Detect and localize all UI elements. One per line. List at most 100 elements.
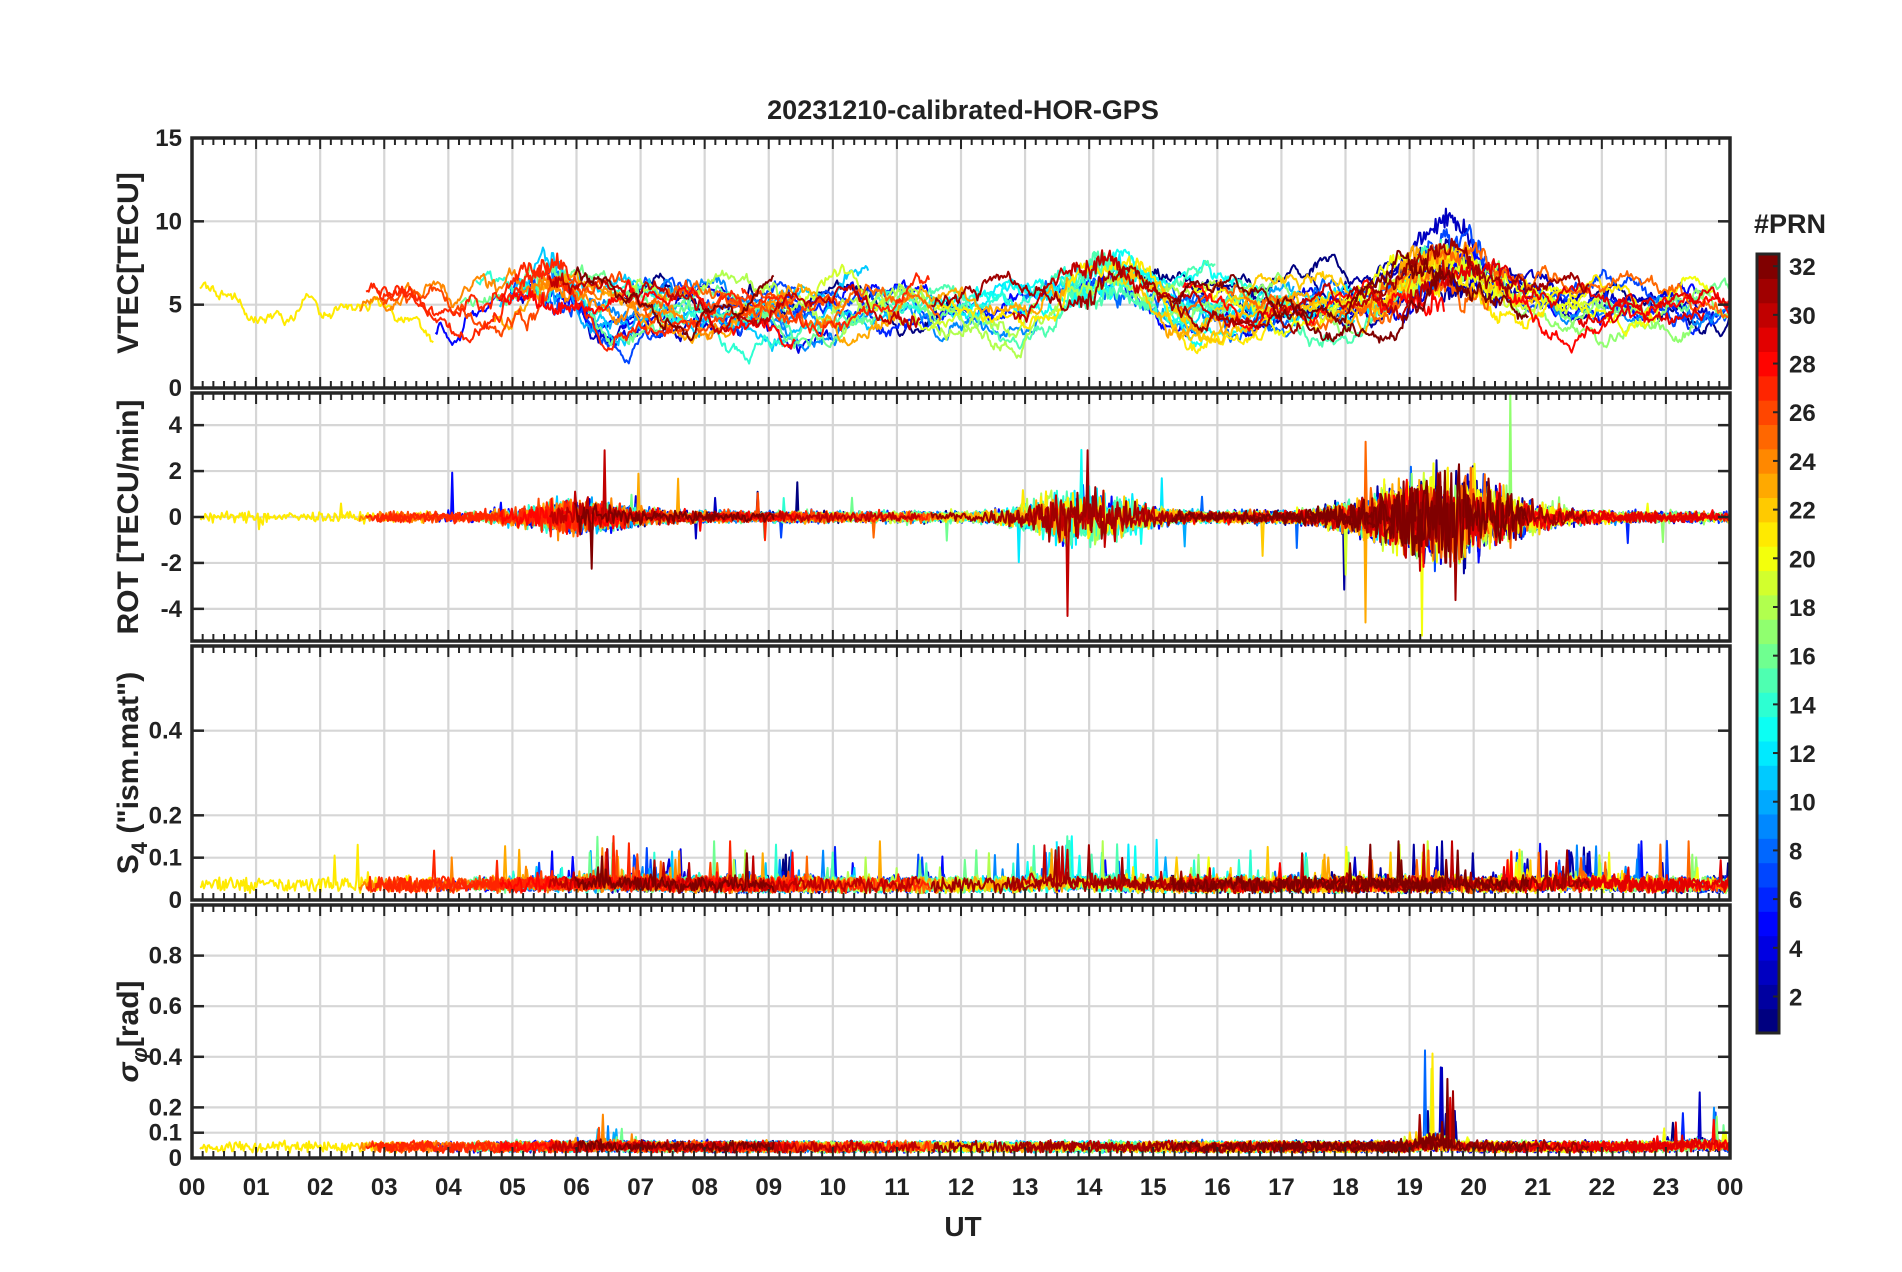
y-tick-label: 5 <box>169 292 182 319</box>
x-tick-label: 18 <box>1332 1174 1359 1201</box>
series-prn-27 <box>365 1139 749 1154</box>
series-lines <box>199 393 1730 637</box>
y-tick-label: -2 <box>161 550 182 577</box>
colorbar-segment <box>1757 813 1779 839</box>
colorbar-tick-label: 30 <box>1789 303 1816 330</box>
series-prn-31 <box>931 1139 1302 1154</box>
panel-frame <box>190 644 1732 902</box>
series-prn-26 <box>677 279 841 325</box>
series-prn-32 <box>1170 1077 1529 1154</box>
colorbar-segment <box>1757 959 1779 985</box>
colorbar-segment <box>1757 692 1779 718</box>
colorbar-segment <box>1757 521 1779 547</box>
y-tick-label: 0.4 <box>149 1044 183 1071</box>
series-prn-32 <box>1275 840 1446 894</box>
colorbar-segment <box>1757 473 1779 499</box>
x-tick-label: 00 <box>1717 1174 1744 1201</box>
panel-s4: 0 0.1 0.2 0.4S4 ("ism.mat") <box>112 644 1732 914</box>
series-prn-21 <box>936 255 1284 355</box>
colorbar-tick-label: 12 <box>1789 741 1816 768</box>
series-prn-25 <box>1356 241 1730 319</box>
x-tick-label: 13 <box>1012 1174 1039 1201</box>
x-tick-label: 06 <box>563 1174 590 1201</box>
series-prn-31 <box>930 265 1302 335</box>
series-prn-16 <box>589 284 980 349</box>
series-prn-28 <box>499 279 796 350</box>
colorbar-tick-label: 28 <box>1789 352 1816 379</box>
colorbar-segment <box>1757 1008 1779 1034</box>
y-tick-label: 0.4 <box>149 718 183 745</box>
x-tick-label: 16 <box>1204 1174 1231 1201</box>
x-tick-label: 03 <box>371 1174 398 1201</box>
y-tick-label: 0.2 <box>149 802 182 829</box>
x-axis: 00 01 02 03 04 05 06 07 08 09 10 11 12 13 14 15 16 17 18 19… <box>179 1174 1744 1201</box>
series-prn-32 <box>1276 1120 1446 1154</box>
colorbar-segment <box>1757 448 1779 474</box>
colorbar-segment <box>1757 424 1779 450</box>
series-prn-29 <box>1577 1121 1730 1154</box>
y-tick-label: 10 <box>155 208 182 235</box>
series-prn-27 <box>741 272 931 337</box>
colorbar-segment <box>1757 886 1779 912</box>
y-axis-label-sigma: σφ[rad] <box>112 980 152 1082</box>
colorbar-segment <box>1757 351 1779 377</box>
series-prn-28 <box>1494 279 1730 354</box>
chart-title: 20231210-calibrated-HOR-GPS <box>767 95 1159 125</box>
colorbar-segment <box>1757 546 1779 572</box>
x-tick-label: 05 <box>499 1174 526 1201</box>
x-tick-label: 23 <box>1653 1174 1680 1201</box>
y-tick-label: 0 <box>169 375 182 402</box>
panel-sigma: 00.10.2 0.4 0.6 0.8 σφ[rad] <box>112 903 1732 1172</box>
colorbar-tick-label: 18 <box>1789 595 1816 622</box>
series-prn-32 <box>1171 249 1529 325</box>
colorbar-frame <box>1755 252 1781 1035</box>
colorbar-segment <box>1757 716 1779 742</box>
series-prn-31 <box>930 449 1302 543</box>
colorbar-segment <box>1757 740 1779 766</box>
colorbar-segment <box>1757 838 1779 864</box>
y-tick-label: 0 <box>169 1145 182 1172</box>
series-prn-32 <box>574 1138 775 1154</box>
colorbar-segment <box>1757 765 1779 791</box>
colorbar-label: #PRN <box>1754 209 1826 239</box>
colorbar-segment <box>1757 278 1779 304</box>
series-prn-29 <box>1577 286 1730 328</box>
series-prn-32 <box>1170 849 1530 895</box>
colorbar-segment <box>1757 789 1779 815</box>
y-tick-label: 4 <box>169 412 183 439</box>
series-prn-31 <box>1345 237 1590 300</box>
series-lines <box>199 835 1730 895</box>
colorbar-segment <box>1757 984 1779 1010</box>
x-tick-label: 09 <box>755 1174 782 1201</box>
x-tick-label: 22 <box>1588 1174 1615 1201</box>
x-tick-label: 20 <box>1460 1174 1487 1201</box>
x-tick-label: 21 <box>1524 1174 1551 1201</box>
colorbar-tick-label: 14 <box>1789 692 1816 719</box>
series-prn-27 <box>365 265 749 352</box>
panel-vtec: 0 5 10 15 VTEC[TECU] <box>112 125 1732 402</box>
y-tick-label: 0.6 <box>149 993 182 1020</box>
colorbar-segment <box>1757 375 1779 401</box>
colorbar-tick-label: 32 <box>1789 254 1816 281</box>
x-tick-label: 01 <box>243 1174 270 1201</box>
series-prn-15 <box>1093 238 1443 348</box>
x-tick-label: 14 <box>1076 1174 1103 1201</box>
y-tick-label: -4 <box>161 596 183 623</box>
series-prn-19 <box>798 263 963 332</box>
series-prn-28 <box>1182 278 1445 332</box>
series-prn-15 <box>1050 259 1216 310</box>
colorbar-tick-label: 10 <box>1789 790 1816 817</box>
colorbar-segment <box>1757 302 1779 328</box>
colorbar-segment <box>1757 619 1779 645</box>
x-tick-label: 04 <box>435 1174 462 1201</box>
colorbar-tick-label: 6 <box>1789 887 1802 914</box>
colorbar-tick-label: 20 <box>1789 546 1816 573</box>
x-tick-label: 15 <box>1140 1174 1167 1201</box>
series-prn-9 <box>1522 281 1730 328</box>
series-prn-29 <box>1577 859 1730 894</box>
panel-rot: -4 -2 0 2 4 ROT [TECU/min] <box>112 391 1732 643</box>
colorbar-tick-label: 16 <box>1789 644 1816 671</box>
